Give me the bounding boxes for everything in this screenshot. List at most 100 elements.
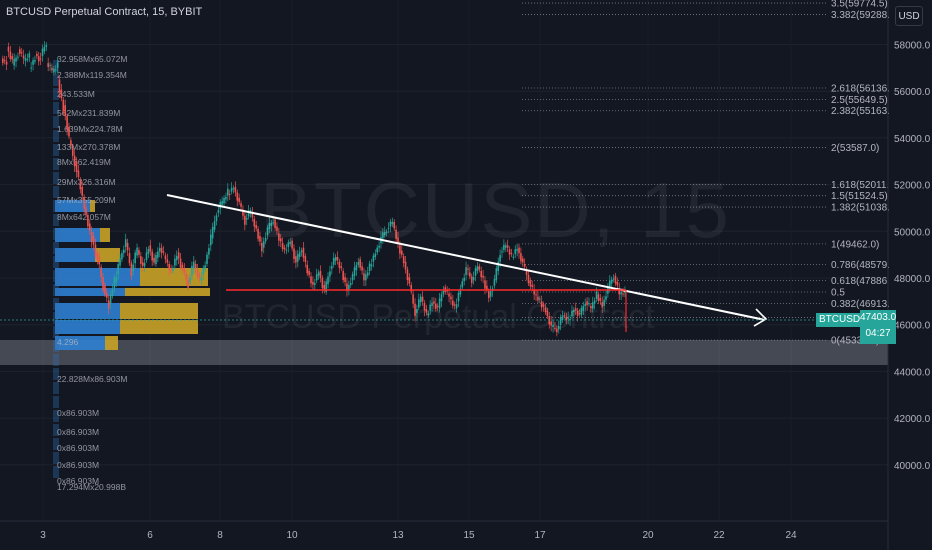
candle-body [506,245,509,248]
candle-body [544,307,547,313]
fib-level-label: 2(53587.0) [831,143,879,154]
volume-bar-small [53,214,59,226]
candle-body [323,285,326,291]
candle-body [15,57,17,62]
candle-body [344,277,346,283]
candle-body [400,250,403,255]
candle-body [70,140,72,146]
candle-body [240,203,242,207]
candle-body [365,274,367,281]
candle-body [187,279,189,288]
candle-body [452,300,454,306]
candle-body [421,296,424,302]
candle-body [143,262,146,267]
candle-body [378,245,380,248]
candle-body [64,105,66,117]
candle-body [85,207,87,215]
candle-body [47,63,49,67]
volume-bar-small [53,340,59,352]
candle-body [470,276,473,284]
candle-body [20,52,23,54]
candle-body [414,303,416,316]
volume-bar-blue [55,248,95,262]
price-tick-label: 48000.0 [894,274,931,285]
candle-body [198,274,201,278]
fib-level-label: 0.382(46913. [831,299,890,310]
volume-profile-label: 22.828Mx86.903M [57,374,127,384]
volume-bar-blue [55,320,120,334]
candle-body [128,253,131,264]
candle-body [232,188,235,190]
candle-body [622,293,624,295]
candle-body [584,304,586,307]
candle-body [174,258,176,266]
volume-profile-label: 243.533M [57,89,95,99]
candle-body [408,277,411,284]
candle-body [342,270,344,281]
time-tick-label: 22 [713,530,725,541]
fib-level-label: 0.786(48579. [831,260,890,271]
volume-bar-small [53,74,59,86]
candle-body [361,266,363,271]
candle-body [522,258,524,263]
volume-bar-small [53,130,59,142]
candle-body [525,269,528,275]
candle-body [96,253,99,261]
candle-body [3,60,6,62]
volume-bar-small [53,284,59,296]
volume-bar-gold [140,268,208,286]
candle-body [529,280,532,287]
candle-body [126,242,129,251]
time-tick-label: 6 [147,530,153,541]
candle-body [567,317,569,319]
candle-body [295,256,297,263]
time-axis[interactable]: 3 6 8 10 13 15 17 20 22 24 [0,520,888,541]
candle-body [317,272,320,276]
time-tick-label: 13 [392,530,404,541]
candle-body [571,310,573,317]
volume-bar-small [53,326,59,338]
volume-bar-small [53,382,59,394]
candle-body [287,242,290,247]
volume-profile-label: 133Mx270.378M [57,142,120,152]
fib-level-label: 3.382(59288. [831,10,890,21]
candle-body [242,209,244,216]
volume-bar-small [53,452,59,464]
candle-body [208,248,210,255]
candle-body [348,285,350,290]
candle-body [493,278,496,286]
price-tick-label: 42000.0 [894,414,931,425]
candle-body [181,264,184,270]
candle-body [28,53,31,58]
candle-body [53,68,55,73]
candle-body [22,55,25,59]
candle-body [175,256,178,261]
candle-body [41,48,44,57]
candle-body [557,326,560,330]
candle-body [153,257,155,263]
candle-body [385,231,388,233]
candle-body [455,304,458,309]
currency-button[interactable]: USD [895,6,923,26]
price-axis[interactable]: 58000.0 56000.0 54000.0 52000.0 50000.0 48000… [887,0,931,550]
candle-body [39,58,42,60]
candle-body [247,210,250,217]
candle-body [368,263,371,271]
volume-bar-blue [55,303,120,319]
candle-body [520,253,522,262]
candle-body [245,217,248,220]
candle-body [211,226,214,239]
candle-body [302,247,305,258]
candle-body [71,148,74,156]
volume-bar-small [53,466,59,478]
volume-profile-label: 1.639Mx224.78M [57,124,123,134]
volume-bar-small [53,88,59,100]
candle-body [429,304,431,311]
volume-bar-small [53,116,59,128]
candle-body [489,291,492,297]
volume-bar-gold [120,303,198,319]
candle-body [264,237,267,242]
candle-body [397,237,399,243]
candle-body [442,290,445,295]
